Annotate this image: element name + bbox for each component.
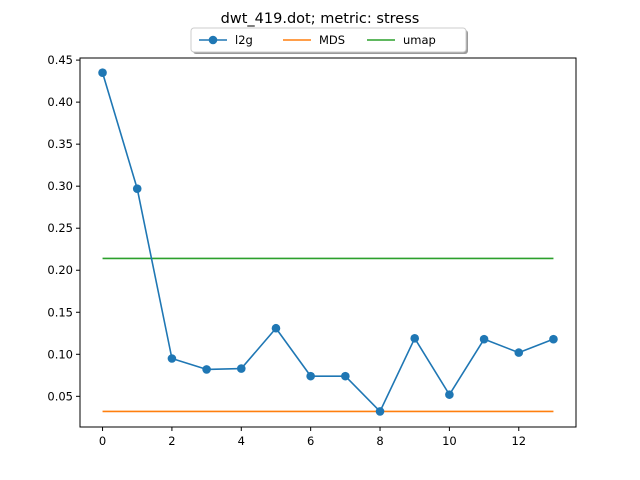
axes: 0 2 4 6 8 10 12 0.05 0.10 0.15 0.20 0.25 0.30 0.35 0.4… — [47, 53, 526, 448]
x-tick-label: 2 — [168, 434, 175, 448]
y-tick-label: 0.20 — [47, 263, 73, 277]
legend-label-l2g: l2g — [235, 33, 253, 47]
series-line-l2g — [101, 72, 554, 413]
y-tick-label: 0.25 — [47, 221, 73, 235]
data-point-l2g — [306, 371, 315, 381]
x-tick-label: 10 — [442, 434, 457, 448]
chart-title: dwt_419.dot; metric: stress — [221, 11, 420, 27]
legend-label-umap: umap — [403, 33, 436, 47]
y-tick-label: 0.10 — [47, 347, 73, 361]
data-point-l2g — [341, 371, 350, 381]
y-tick-label: 0.40 — [47, 95, 73, 109]
y-tick-label: 0.35 — [47, 137, 73, 151]
data-point-l2g — [410, 334, 420, 343]
y-tick-label: 0.15 — [47, 305, 73, 319]
x-tick-label: 6 — [307, 434, 314, 448]
x-tick-label: 12 — [511, 434, 526, 448]
legend-marker-l2g — [208, 35, 218, 45]
y-tick-label: 0.05 — [47, 389, 73, 403]
series-layer — [98, 68, 558, 416]
data-point-l2g — [514, 348, 524, 357]
x-tick-label: 0 — [99, 434, 106, 448]
data-point-l2g — [132, 184, 142, 194]
data-point-l2g — [167, 354, 177, 363]
y-tick-label: 0.45 — [47, 53, 73, 67]
legend: l2g MDS umap — [190, 27, 468, 54]
data-point-l2g — [445, 390, 454, 399]
data-point-l2g — [98, 68, 107, 78]
data-point-l2g — [375, 407, 385, 416]
x-tick-label: 4 — [238, 434, 245, 448]
legend-box — [190, 27, 467, 53]
y-tick-label: 0.30 — [47, 179, 73, 193]
data-point-l2g — [271, 323, 281, 333]
data-point-l2g — [202, 365, 211, 374]
x-tick-label: 8 — [376, 434, 383, 448]
data-point-l2g — [549, 334, 558, 344]
plot-frame — [79, 57, 577, 428]
legend-label-mds: MDS — [319, 33, 345, 47]
data-point-l2g — [236, 364, 246, 373]
data-point-l2g — [479, 334, 489, 344]
